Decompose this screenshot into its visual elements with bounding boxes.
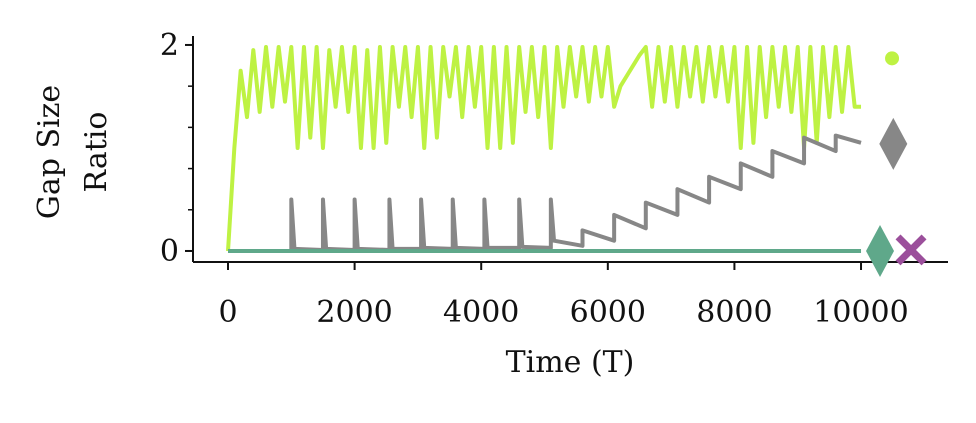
y-axis-label-line: Gap Size bbox=[32, 85, 67, 219]
x-tick-label: 4000 bbox=[443, 295, 519, 330]
marker bbox=[879, 117, 908, 170]
x-tick-label: 2000 bbox=[316, 295, 392, 330]
x-tick-label: 0 bbox=[218, 295, 237, 330]
x-tick-label: 10000 bbox=[813, 295, 908, 330]
series-line bbox=[228, 133, 862, 253]
marker bbox=[895, 234, 927, 266]
y-tick-label: 2 bbox=[160, 28, 179, 63]
marker bbox=[885, 51, 900, 66]
series-line bbox=[226, 45, 862, 252]
y-tick-label: 0 bbox=[160, 234, 179, 269]
x-axis-label: Time (T) bbox=[506, 345, 635, 380]
y-axis-label-line: Ratio bbox=[79, 112, 114, 193]
x-tick-label: 8000 bbox=[696, 295, 772, 330]
y-axis-label: Gap Size Ratio bbox=[32, 85, 114, 219]
x-tick-label: 6000 bbox=[570, 295, 646, 330]
marker bbox=[866, 224, 895, 277]
